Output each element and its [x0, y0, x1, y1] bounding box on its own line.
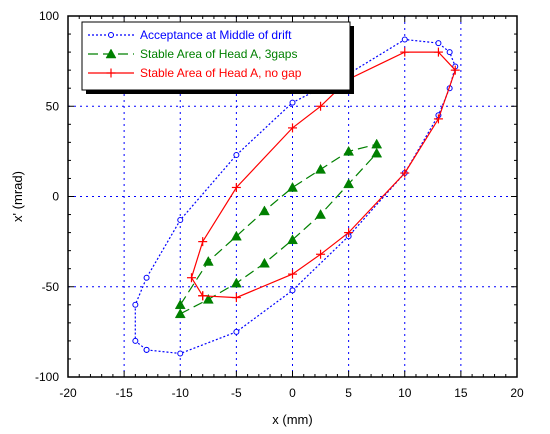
y-tick-label: 100 [39, 9, 59, 23]
x-tick-label: -10 [172, 386, 190, 400]
data-point [433, 114, 443, 124]
data-point [202, 255, 214, 266]
legend-item-1: Acceptance at Middle of drift [88, 28, 292, 42]
data-point [316, 249, 326, 259]
data-point [288, 123, 297, 133]
legend-box [81, 21, 351, 91]
data-point [198, 237, 208, 247]
data-point [186, 273, 196, 283]
legend-label: Stable Area of Head A, 3gaps [140, 47, 297, 61]
legend-swatch-marker [108, 32, 114, 38]
data-point [143, 274, 150, 281]
x-tick-labels: -20 -15 -10 -5 0 5 10 15 20 [59, 386, 524, 400]
legend-item-3: Stable Area of Head A, no gap [88, 66, 302, 80]
data-point [230, 230, 242, 241]
legend-swatch-marker [105, 48, 117, 59]
data-point [343, 145, 355, 156]
data-point [400, 168, 410, 178]
series-layer [132, 36, 460, 357]
x-tick-label: -5 [231, 386, 242, 400]
y-tick-label: -100 [35, 370, 59, 384]
data-point [446, 49, 453, 56]
y-tick-label: 0 [52, 190, 59, 204]
y-axis-label: x' (mrad) [10, 171, 25, 222]
data-point [233, 328, 240, 335]
x-tick-label: 0 [289, 386, 296, 400]
legend-label: Stable Area of Head A, no gap [140, 66, 302, 80]
data-point [198, 291, 208, 301]
data-point [132, 301, 139, 308]
data-point [288, 269, 297, 279]
legend-item-2: Stable Area of Head A, 3gaps [88, 47, 297, 61]
series-line [179, 143, 377, 306]
x-tick-label: 5 [345, 386, 352, 400]
y-tick-labels: -100 -50 0 50 100 [35, 9, 59, 384]
data-point [231, 293, 241, 303]
x-tick-label: 15 [454, 386, 468, 400]
data-point [132, 337, 139, 344]
data-point [435, 40, 442, 47]
data-point [344, 228, 354, 238]
data-point [174, 299, 186, 310]
x-axis-label: x (mm) [272, 412, 312, 427]
data-point [400, 47, 410, 57]
y-tick-label: -50 [42, 280, 60, 294]
data-point [371, 147, 383, 158]
data-point [289, 287, 296, 294]
data-point [315, 163, 326, 174]
data-point [177, 350, 184, 357]
legend-swatch-marker [106, 68, 116, 78]
data-point [450, 65, 460, 75]
y-tick-label: 50 [46, 99, 60, 113]
tick-marks [67, 15, 518, 378]
data-point [289, 99, 296, 106]
data-point [401, 36, 408, 43]
data-point [315, 209, 326, 219]
data-point [174, 308, 186, 319]
data-point [259, 257, 270, 268]
data-point [202, 293, 214, 304]
data-point [143, 346, 150, 353]
data-point [287, 234, 298, 245]
data-point [433, 47, 443, 57]
x-tick-label: 10 [398, 386, 412, 400]
data-point [259, 205, 270, 216]
series-2 [174, 138, 383, 319]
data-point [230, 277, 242, 288]
x-tick-label: -15 [115, 386, 133, 400]
x-tick-label: -20 [59, 386, 77, 400]
legend-label: Acceptance at Middle of drift [140, 28, 292, 42]
data-point [343, 178, 355, 189]
data-point [371, 138, 383, 149]
series-line [134, 38, 456, 355]
data-point [316, 101, 326, 111]
x-tick-label: 20 [510, 386, 524, 400]
data-point [287, 181, 298, 192]
legend: Acceptance at Middle of drift Stable Area… [81, 21, 354, 94]
data-point [233, 151, 240, 158]
data-point [231, 182, 241, 192]
data-point [177, 216, 184, 223]
